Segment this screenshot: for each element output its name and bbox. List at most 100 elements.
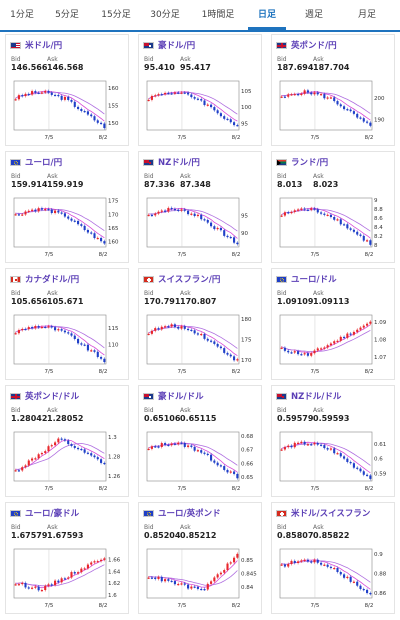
candle-body [183, 443, 186, 447]
bid-value: 0.59579 [277, 414, 314, 423]
mini-candlestick-chart[interactable]: 160 155 150 7/5 8/2 [10, 78, 126, 142]
currency-pair-name[interactable]: 豪ドル/円 [158, 41, 196, 51]
mini-candlestick-chart[interactable]: 180 175 170 7/5 8/2 [143, 312, 259, 376]
candle-body [67, 332, 70, 334]
y-tick-label: 0.65 [241, 475, 254, 481]
tab-2[interactable]: 15分足 [101, 10, 131, 20]
mini-candlestick-chart[interactable]: 115 110 7/5 8/2 [10, 312, 126, 376]
rate-card[interactable]: NZドル/円 Bid Ask 87.336 87.348 95 90 7/5 8/2 [138, 151, 262, 263]
rate-card[interactable]: ランド/円 Bid Ask 8.013 8.023 9 8.8 8.6 8.4 8.2 8 7/5 8/… [271, 151, 395, 263]
x-tick-label: 8/2 [365, 252, 374, 258]
tab-1[interactable]: 5分足 [55, 10, 79, 20]
rate-card[interactable]: 英ポンド/ドル Bid Ask 1.28042 1.28052 1.3 1.28 1.26 7/… [5, 385, 129, 497]
mini-candlestick-chart[interactable]: 9 8.8 8.6 8.4 8.2 8 7/5 8/2 [276, 195, 392, 259]
moving-average-long-line [281, 92, 371, 114]
mini-candlestick-chart[interactable]: 0.68 0.67 0.66 0.65 7/5 8/2 [143, 429, 259, 493]
candle-body [219, 227, 222, 231]
currency-pair-name[interactable]: ユーロ/円 [25, 158, 63, 168]
candle-body [213, 460, 216, 463]
tab-7[interactable]: 月足 [357, 10, 376, 20]
currency-pair-name[interactable]: スイスフラン/円 [158, 275, 221, 285]
candle-body [60, 438, 63, 440]
tab-0[interactable]: 1分足 [10, 10, 34, 20]
mini-candlestick-chart[interactable]: 200 190 7/5 8/2 [276, 78, 392, 142]
candle-body [157, 576, 160, 580]
tab-4[interactable]: 1時間足 [201, 10, 235, 20]
rate-card[interactable]: 豪ドル/円 Bid Ask 95.410 95.417 105 100 95 7/5 8/2 [138, 34, 262, 146]
rate-card[interactable]: ユーロ/ドル Bid Ask 1.09109 1.09113 1.09 1.08 1.07 7/… [271, 268, 395, 380]
bid-value: 170.791 [144, 297, 181, 306]
rate-card[interactable]: 英ポンド/円 Bid Ask 187.694 187.704 200 190 7/5 8/2 [271, 34, 395, 146]
candle-body [177, 209, 180, 211]
currency-pair-name[interactable]: NZドル/円 [158, 158, 200, 168]
us-flag-icon [10, 41, 21, 49]
currency-pair-name[interactable]: 英ポンド/円 [291, 41, 337, 51]
moving-average-long-line [15, 564, 105, 587]
candle-body [86, 229, 89, 233]
bid-value: 87.336 [144, 180, 175, 189]
mini-candlestick-chart[interactable]: 1.66 1.64 1.62 1.6 7/5 8/2 [10, 546, 126, 610]
candle-body [17, 330, 20, 334]
mini-candlestick-chart[interactable]: 0.9 0.88 0.86 7/5 8/2 [276, 546, 392, 610]
mini-candlestick-chart[interactable]: 1.09 1.08 1.07 7/5 8/2 [276, 312, 392, 376]
candle-body [21, 95, 24, 97]
mini-candlestick-chart[interactable]: 105 100 95 7/5 8/2 [143, 78, 259, 142]
candle-body [343, 224, 346, 226]
currency-pair-name[interactable]: ユーロ/ドル [291, 275, 337, 285]
rate-card[interactable]: カナダドル/円 Bid Ask 105.656 105.671 115 110 7/5 8/2 [5, 268, 129, 380]
candle-body [310, 208, 313, 210]
candle-body [223, 116, 226, 119]
tab-3[interactable]: 30分足 [150, 10, 180, 20]
candle-body [57, 438, 60, 443]
ask-label: Ask [313, 173, 324, 180]
currency-pair-name[interactable]: ユーロ/豪ドル [25, 509, 80, 519]
mini-candlestick-chart[interactable]: 95 90 7/5 8/2 [143, 195, 259, 259]
rate-card[interactable]: 米ドル/スイスフラン Bid Ask 0.85807 0.85822 0.9 0.88 0.8… [271, 502, 395, 614]
candle-body [320, 212, 323, 214]
candle-body [177, 92, 180, 94]
mini-candlestick-chart[interactable]: 0.85 0.845 0.84 7/5 8/2 [143, 546, 259, 610]
rate-card[interactable]: ユーロ/豪ドル Bid Ask 1.67579 1.67593 1.66 1.64 1.62 1… [5, 502, 129, 614]
currency-pair-name[interactable]: NZドル/ドル [291, 392, 342, 402]
rate-card[interactable]: ユーロ/英ポンド Bid Ask 0.85204 0.85212 0.85 0.845 0.8… [138, 502, 262, 614]
y-tick-label: 0.88 [374, 572, 387, 578]
candle-body [226, 118, 229, 121]
candle-body [50, 326, 53, 328]
moving-average-long-line [15, 442, 105, 470]
rate-card[interactable]: 米ドル/円 Bid Ask 146.566 146.568 160 155 150 7/5 8/2 [5, 34, 129, 146]
mini-candlestick-chart[interactable]: 0.61 0.6 0.59 7/5 8/2 [276, 429, 392, 493]
rate-card[interactable]: NZドル/ドル Bid Ask 0.59579 0.59593 0.61 0.6 0.59 7/… [271, 385, 395, 497]
candle-body [147, 99, 150, 102]
mini-candlestick-chart[interactable]: 175 170 165 160 7/5 8/2 [10, 195, 126, 259]
y-tick-label: 200 [374, 96, 385, 102]
candle-body [303, 208, 306, 210]
currency-pair-name[interactable]: ユーロ/英ポンド [158, 509, 221, 519]
currency-pair-name[interactable]: 豪ドル/ドル [158, 392, 204, 402]
currency-pair-name[interactable]: 米ドル/スイスフラン [291, 509, 371, 519]
candle-body [147, 214, 150, 217]
mini-candlestick-chart[interactable]: 1.3 1.28 1.26 7/5 8/2 [10, 429, 126, 493]
candle-body [83, 111, 86, 113]
candle-body [283, 96, 286, 98]
candle-body [47, 209, 50, 211]
candle-body [31, 458, 34, 461]
chart-frame [279, 197, 373, 248]
candle-body [193, 97, 196, 99]
candle-body [359, 585, 362, 589]
chart-frame [146, 431, 240, 482]
rate-card[interactable]: 豪ドル/ドル Bid Ask 0.65106 0.65115 0.68 0.67 0.66 0.… [138, 385, 262, 497]
currency-pair-name[interactable]: ランド/円 [291, 158, 329, 168]
rate-card[interactable]: ユーロ/円 Bid Ask 159.914 159.919 175 170 165 160 7/5… [5, 151, 129, 263]
currency-pair-name[interactable]: カナダドル/円 [25, 275, 80, 285]
currency-pair-name[interactable]: 米ドル/円 [25, 41, 63, 51]
rate-card[interactable]: スイスフラン/円 Bid Ask 170.791 170.807 180 175 170 7/5… [138, 268, 262, 380]
candle-body [233, 557, 236, 563]
eu-flag-icon [10, 158, 21, 166]
y-tick-label: 8.6 [374, 216, 383, 222]
tab-5[interactable]: 日足 [248, 0, 286, 30]
tab-6[interactable]: 週足 [304, 10, 323, 20]
candle-body [73, 335, 76, 339]
currency-pair-name[interactable]: 英ポンド/ドル [25, 392, 80, 402]
x-tick-label: 7/5 [45, 369, 54, 375]
chart-svg: 1.66 1.64 1.62 1.6 7/5 8/2 [13, 548, 121, 609]
